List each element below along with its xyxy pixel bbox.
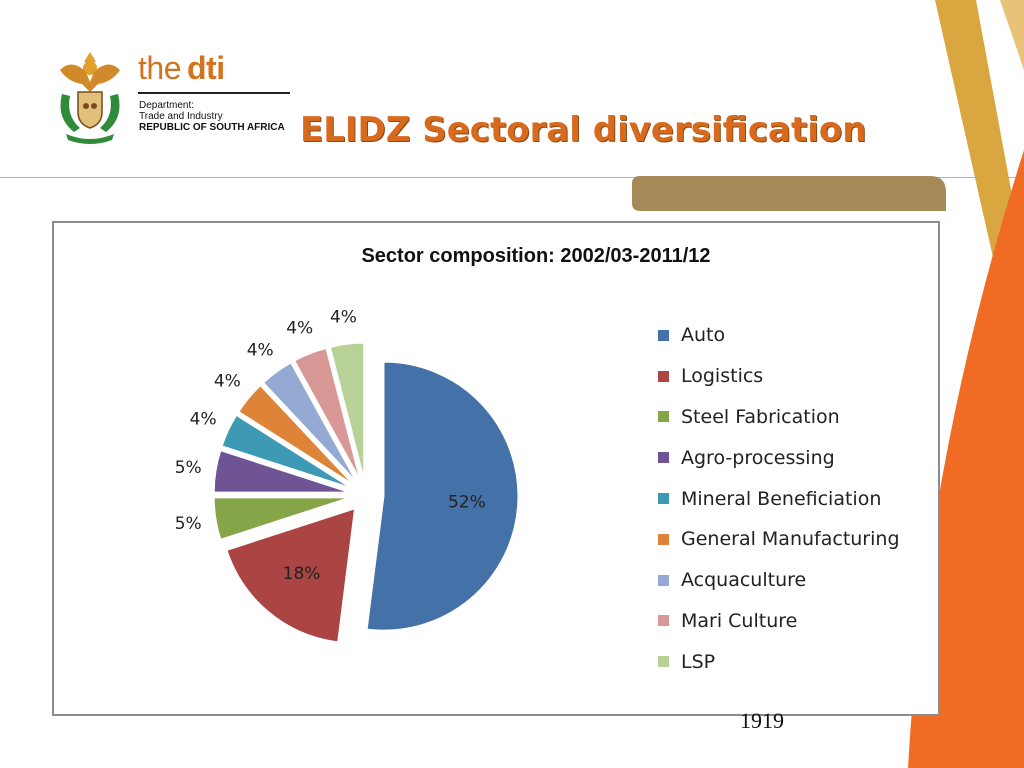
legend-label: Auto — [681, 324, 726, 347]
legend-label: Steel Fabrication — [681, 405, 840, 428]
org-line-1: Department: — [139, 100, 195, 111]
slide-title: ELIDZ Sectoral diversification — [300, 110, 867, 150]
legend-label: LSP — [681, 650, 716, 673]
legend-item-steel-fabrication: Steel Fabrication — [658, 397, 900, 438]
data-label-steel-fabrication: 5% — [175, 514, 202, 534]
legend-swatch — [658, 533, 669, 545]
header-rule — [0, 177, 1024, 178]
legend-swatch — [658, 411, 669, 423]
data-label-logistics: 18% — [283, 564, 321, 584]
south-africa-coat-of-arms-icon — [60, 52, 120, 144]
legend-swatch — [658, 329, 669, 341]
org-line-3: REPUBLIC OF SOUTH AFRICA — [139, 122, 285, 133]
brand: the dti — [138, 48, 298, 94]
legend-swatch — [658, 452, 669, 464]
pie-slice-general-manufacturing — [238, 385, 353, 484]
header-bar — [632, 176, 946, 211]
legend-swatch — [658, 656, 669, 668]
legend-item-auto: Auto — [658, 315, 900, 356]
legend-item-logistics: Logistics — [658, 356, 900, 397]
data-label-lsp: 4% — [330, 307, 357, 327]
chart-title: Sector composition: 2002/03-2011/12 — [361, 245, 711, 267]
brand-the: the — [138, 50, 181, 86]
legend-item-agro-processing: Agro-processing — [658, 437, 900, 478]
org-line-2: Trade and Industry — [139, 111, 223, 122]
pie-slice-mari-culture — [294, 347, 360, 479]
brand-divider — [138, 92, 290, 94]
legend-swatch — [658, 574, 669, 586]
data-label-general-manufacturing: 4% — [214, 371, 241, 391]
pie-slice-lsp — [329, 342, 365, 478]
pie-slice-agro-processing — [213, 450, 349, 493]
legend-label: Acquaculture — [681, 569, 807, 592]
legend-item-mineral-beneficiation: Mineral Beneficiation — [658, 478, 900, 519]
chart-frame: Sector composition: 2002/03-2011/12 52% 1… — [52, 221, 940, 716]
brand-wordmark: the dti — [138, 48, 298, 88]
data-label-agro-processing: 5% — [175, 458, 202, 478]
data-label-acquaculture: 4% — [247, 340, 274, 360]
pie-slice-acquaculture — [262, 362, 356, 481]
department-name: Department: Trade and Industry REPUBLIC … — [139, 100, 309, 133]
data-label-auto: 52% — [448, 492, 486, 512]
gold-band-light — [1000, 0, 1024, 70]
pie-slice-logistics — [226, 508, 356, 643]
data-label-mineral-beneficiation: 4% — [190, 409, 217, 429]
legend-item-acquaculture: Acquaculture — [658, 560, 900, 601]
pie-slice-auto — [366, 361, 519, 631]
legend-label: Agro-processing — [681, 446, 835, 469]
legend-label: Logistics — [681, 365, 764, 388]
legend-label: Mineral Beneficiation — [681, 487, 882, 510]
legend-item-mari-culture: Mari Culture — [658, 601, 900, 642]
page-number: 1919 — [740, 708, 784, 733]
legend-label: Mari Culture — [681, 609, 798, 632]
brand-dti: dti — [186, 50, 225, 86]
pie-chart: 52% 18% 5% 5% 4% 4% 4% 4% 4% — [175, 307, 519, 643]
legend-label: General Manufacturing — [681, 528, 900, 551]
legend-swatch — [658, 370, 669, 382]
data-label-mari-culture: 4% — [286, 319, 313, 339]
pie-slice-steel-fabrication — [213, 497, 349, 540]
pie-slice-mineral-beneficiation — [221, 414, 350, 488]
legend-item-general-manufacturing: General Manufacturing — [658, 519, 900, 560]
legend-swatch — [658, 615, 669, 627]
legend-item-lsp: LSP — [658, 641, 900, 682]
chart-legend: Auto Logistics Steel Fabrication Agro-proce… — [658, 315, 900, 682]
legend-swatch — [658, 493, 669, 505]
